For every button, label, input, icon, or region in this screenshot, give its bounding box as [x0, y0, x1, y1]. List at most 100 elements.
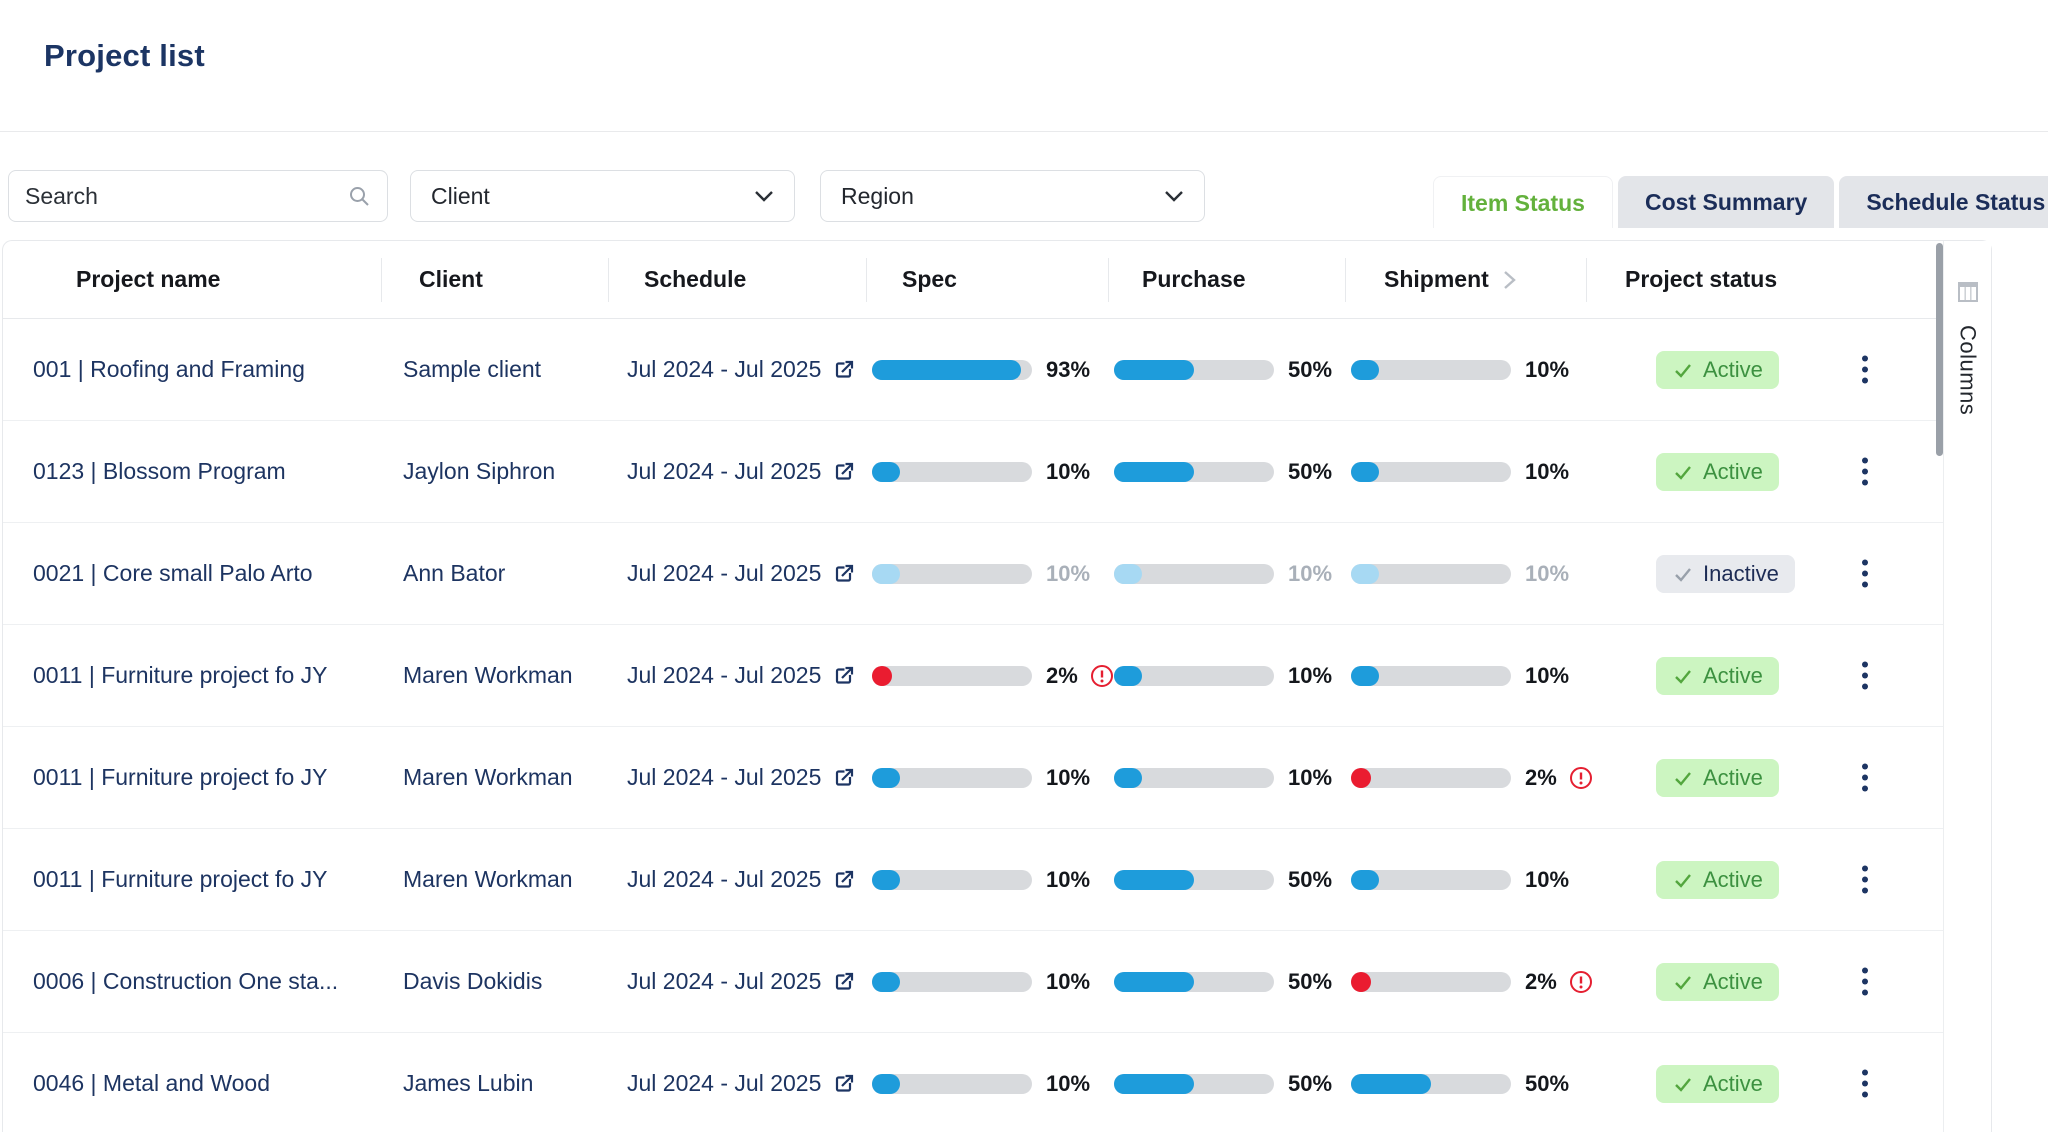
- row-actions-kebab-menu[interactable]: [1853, 859, 1877, 900]
- progress-bar-fill: [872, 869, 900, 890]
- project-name-cell[interactable]: 0006 | Construction One sta...: [3, 931, 381, 1032]
- external-link-icon[interactable]: [832, 868, 856, 892]
- row-actions-kebab-menu[interactable]: [1853, 961, 1877, 1002]
- tab-schedule-status[interactable]: Schedule Status: [1839, 176, 2048, 228]
- row-actions-kebab-menu[interactable]: [1853, 349, 1877, 390]
- progress-bar-fill: [1114, 1073, 1194, 1094]
- spec-progress-cell: 93%: [866, 319, 1108, 420]
- table-row[interactable]: 001 | Roofing and Framing Sample client …: [3, 319, 1943, 421]
- client-cell: Ann Bator: [381, 523, 608, 624]
- check-icon: [1672, 665, 1694, 687]
- project-name-cell[interactable]: 0046 | Metal and Wood: [3, 1033, 381, 1132]
- progress-bar-fill: [1351, 359, 1379, 380]
- column-header-label: Project name: [76, 266, 221, 292]
- project-name-cell[interactable]: 0011 | Furniture project fo JY: [3, 727, 381, 828]
- external-link-icon[interactable]: [832, 562, 856, 586]
- table-row[interactable]: 0011 | Furniture project fo JY Maren Wor…: [3, 727, 1943, 829]
- title-divider: [0, 131, 2048, 132]
- search-box[interactable]: [8, 170, 388, 222]
- spec-progress-cell: 10%: [866, 421, 1108, 522]
- column-header-client[interactable]: Client: [381, 241, 608, 318]
- table-row[interactable]: 0123 | Blossom Program Jaylon Siphron Ju…: [3, 421, 1943, 523]
- external-link-icon[interactable]: [832, 970, 856, 994]
- check-icon: [1672, 869, 1694, 891]
- progress-percentage: 10%: [1288, 764, 1333, 790]
- warning-icon: [1090, 664, 1114, 688]
- project-name-cell[interactable]: 0123 | Blossom Program: [3, 421, 381, 522]
- schedule-cell: Jul 2024 - Jul 2025: [608, 931, 866, 1032]
- project-name[interactable]: 0021 | Core small Palo Arto: [33, 560, 313, 586]
- project-name-cell[interactable]: 0011 | Furniture project fo JY: [3, 625, 381, 726]
- project-name[interactable]: 0011 | Furniture project fo JY: [33, 866, 328, 892]
- project-name-cell[interactable]: 001 | Roofing and Framing: [3, 319, 381, 420]
- progress-bar-fill: [1351, 563, 1379, 584]
- client-filter-dropdown[interactable]: Client: [410, 170, 795, 222]
- purchase-progress-cell: 50%: [1108, 319, 1345, 420]
- project-status-cell: Active: [1586, 727, 1943, 828]
- search-input[interactable]: [25, 182, 347, 210]
- purchase-progress-cell: 50%: [1108, 829, 1345, 930]
- external-link-icon[interactable]: [832, 766, 856, 790]
- table-row[interactable]: 0011 | Furniture project fo JY Maren Wor…: [3, 625, 1943, 727]
- progress-bar-track: [872, 767, 1032, 788]
- project-name[interactable]: 001 | Roofing and Framing: [33, 356, 305, 382]
- project-status-cell: Inactive: [1586, 523, 1943, 624]
- table-row[interactable]: 0021 | Core small Palo Arto Ann Bator Ju…: [3, 523, 1943, 625]
- table-row[interactable]: 0011 | Furniture project fo JY Maren Wor…: [3, 829, 1943, 931]
- external-link-icon[interactable]: [832, 460, 856, 484]
- progress-bar-track: [1114, 665, 1274, 686]
- row-actions-kebab-menu[interactable]: [1853, 655, 1877, 696]
- shipment-progress-cell: 10%: [1345, 829, 1586, 930]
- table-row[interactable]: 0006 | Construction One sta... Davis Dok…: [3, 931, 1943, 1033]
- column-header-purchase[interactable]: Purchase: [1108, 241, 1345, 318]
- progress-bar-fill: [872, 461, 900, 482]
- schedule-range: Jul 2024 - Jul 2025: [627, 356, 822, 382]
- project-name[interactable]: 0011 | Furniture project fo JY: [33, 764, 328, 790]
- progress-percentage: 10%: [1525, 458, 1570, 484]
- columns-panel-toggle[interactable]: Columns: [1943, 241, 1991, 1132]
- project-name[interactable]: 0006 | Construction One sta...: [33, 968, 339, 994]
- region-filter-dropdown[interactable]: Region: [820, 170, 1205, 222]
- external-link-icon[interactable]: [832, 1072, 856, 1096]
- progress-percentage: 10%: [1525, 356, 1570, 382]
- column-header-project-status[interactable]: Project status: [1586, 241, 1943, 318]
- project-table: Project name Client Schedule Spec Purcha…: [2, 240, 1992, 1132]
- project-name-cell[interactable]: 0021 | Core small Palo Arto: [3, 523, 381, 624]
- external-link-icon[interactable]: [832, 664, 856, 688]
- row-actions-kebab-menu[interactable]: [1853, 757, 1877, 798]
- project-name[interactable]: 0011 | Furniture project fo JY: [33, 662, 328, 688]
- column-header-spec[interactable]: Spec: [866, 241, 1108, 318]
- column-header-label: Purchase: [1142, 266, 1246, 292]
- row-actions-kebab-menu[interactable]: [1853, 1063, 1877, 1104]
- column-header-schedule[interactable]: Schedule: [608, 241, 866, 318]
- schedule-range: Jul 2024 - Jul 2025: [627, 866, 822, 892]
- progress-bar-track: [1114, 461, 1274, 482]
- table-row[interactable]: 0046 | Metal and Wood James Lubin Jul 20…: [3, 1033, 1943, 1132]
- project-name[interactable]: 0046 | Metal and Wood: [33, 1070, 270, 1096]
- tab-item-status[interactable]: Item Status: [1433, 176, 1613, 228]
- progress-percentage: 93%: [1046, 356, 1091, 382]
- column-header-label: Spec: [902, 266, 957, 292]
- project-name-cell[interactable]: 0011 | Furniture project fo JY: [3, 829, 381, 930]
- status-label: Inactive: [1703, 560, 1779, 586]
- column-header-project-name[interactable]: Project name: [3, 241, 381, 318]
- column-header-shipment[interactable]: Shipment: [1345, 241, 1586, 318]
- progress-bar-fill: [872, 767, 900, 788]
- progress-percentage: 10%: [1525, 560, 1570, 586]
- shipment-progress-cell: 10%: [1345, 421, 1586, 522]
- search-icon: [347, 184, 371, 208]
- progress-bar-fill: [1351, 767, 1371, 788]
- status-label: Active: [1703, 968, 1763, 994]
- schedule-cell: Jul 2024 - Jul 2025: [608, 319, 866, 420]
- row-actions-kebab-menu[interactable]: [1853, 553, 1877, 594]
- progress-percentage: 10%: [1046, 1070, 1091, 1096]
- project-name[interactable]: 0123 | Blossom Program: [33, 458, 286, 484]
- vertical-scrollbar[interactable]: [1936, 243, 1943, 456]
- chevron-right-icon[interactable]: [1503, 270, 1516, 290]
- row-actions-kebab-menu[interactable]: [1853, 451, 1877, 492]
- spec-progress-cell: 10%: [866, 931, 1108, 1032]
- progress-percentage: 50%: [1288, 356, 1333, 382]
- progress-bar-track: [1114, 869, 1274, 890]
- tab-cost-summary[interactable]: Cost Summary: [1617, 176, 1835, 228]
- external-link-icon[interactable]: [832, 358, 856, 382]
